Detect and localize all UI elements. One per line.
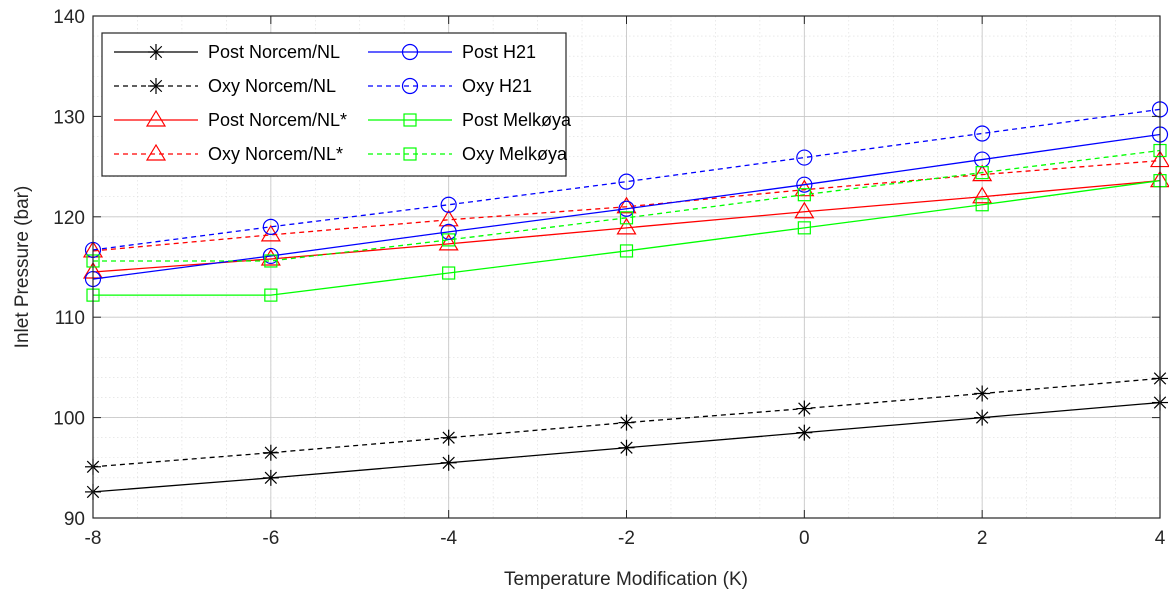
point-marker-square [403,147,417,161]
series-line [92,159,1161,252]
point-marker-asterisk [440,429,457,446]
point-marker-asterisk [262,444,279,461]
point-marker-square [975,198,989,212]
legend: Post Norcem/NL Oxy Norcem/NL Post Norcem/N… [101,32,572,177]
x-tick-label: -2 [618,528,635,549]
x-tick-label: -4 [440,528,457,549]
point-marker-circle [440,196,457,213]
legend-label: Oxy Norcem/NL [208,76,336,96]
point-marker-asterisk [262,469,279,486]
x-tick-label: 0 [799,528,810,549]
point-marker-circle [440,223,457,240]
series-line [93,180,1161,296]
legend-box [101,32,567,177]
point-marker-asterisk [440,454,457,471]
legend-item: Oxy Norcem/NL [114,76,336,96]
x-tick-label: -8 [85,528,102,549]
point-marker-triangle [260,248,281,266]
legend-item: Post Norcem/NL* [114,109,347,130]
point-marker-circle [796,176,813,193]
legend-label: Post Melkøya [462,110,572,130]
point-marker-asterisk [148,44,164,60]
point-marker-square [797,188,811,202]
point-marker-asterisk [148,78,164,94]
point-marker-asterisk [796,424,813,441]
legend-label: Post H21 [462,42,536,62]
point-marker-triangle [145,109,167,127]
y-tick-label: 140 [53,7,85,28]
legend-label: Oxy H21 [462,76,532,96]
x-axis-label: Temperature Modification (K) [504,569,748,590]
point-marker-triangle [438,233,459,251]
x-tick-label: 2 [977,528,988,549]
point-marker-triangle [616,196,637,214]
series-line [92,180,1161,273]
legend-label: Post Norcem/NL* [208,110,347,130]
y-tick-label: 120 [53,208,85,229]
point-marker-asterisk [618,439,635,456]
y-tick-label: 90 [64,509,85,530]
y-tick-label: 110 [55,308,85,329]
point-marker-asterisk [974,409,991,426]
point-marker-circle [618,200,635,217]
point-marker-circle [974,125,991,142]
point-marker-square [797,221,811,235]
series-line [92,133,1161,280]
point-marker-square [264,254,278,268]
point-marker-square [975,166,989,180]
legend-item: Oxy H21 [368,76,532,96]
point-marker-triangle [616,217,637,235]
legend-item: Post H21 [368,42,536,62]
point-marker-circle [401,43,419,61]
point-marker-triangle [794,201,815,219]
legend-item: Post Norcem/NL [114,42,340,62]
series-3 [82,170,1169,279]
y-tick-label: 130 [53,107,85,128]
point-marker-triangle [145,143,167,161]
point-marker-circle [401,77,419,95]
legend-item: Oxy Melkøya [368,144,568,164]
point-marker-triangle [972,186,993,204]
legend-item: Post Melkøya [368,110,572,130]
y-axis-label: Inlet Pressure (bar) [12,186,33,349]
point-marker-circle [262,247,279,265]
x-tick-label: 4 [1155,528,1166,549]
series-line [93,149,1161,262]
point-marker-square [442,233,456,247]
point-marker-asterisk [796,400,813,417]
point-marker-triangle [438,209,459,227]
legend-label: Oxy Melkøya [462,144,568,164]
legend-label: Post Norcem/NL [208,42,340,62]
series-7 [86,174,1167,302]
point-marker-asterisk [974,385,991,402]
point-marker-circle [796,149,813,166]
legend-label: Oxy Norcem/NL* [208,144,343,164]
point-marker-square [403,113,417,127]
point-marker-asterisk [618,414,635,431]
point-marker-square [619,244,634,258]
point-marker-circle [618,173,635,190]
y-tick-label: 100 [53,409,85,430]
point-marker-square [264,288,278,302]
ticks: -8 -6 -4 -2 0 2 4 90 100 110 120 130 140 [53,7,1165,549]
point-marker-triangle [972,164,993,182]
point-marker-circle [262,218,279,235]
x-tick-label: -6 [262,528,279,549]
point-marker-square [442,266,456,280]
legend-item: Oxy Norcem/NL* [114,143,343,164]
point-marker-square [619,211,634,225]
